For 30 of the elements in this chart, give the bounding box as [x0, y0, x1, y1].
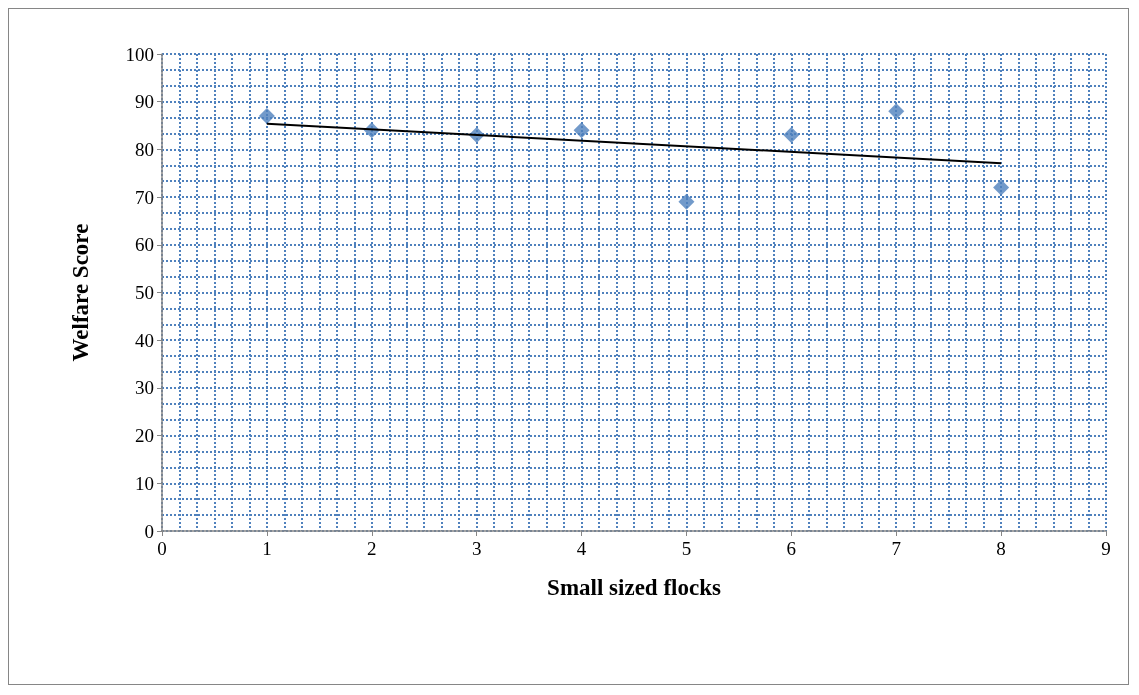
- x-tick-label: 1: [262, 538, 272, 559]
- x-tick-label: 6: [786, 538, 797, 559]
- x-tick-label: 8: [996, 538, 1006, 559]
- x-tick-label: 4: [576, 538, 587, 559]
- y-tick-label: 30: [135, 377, 154, 399]
- y-tick-label: 80: [135, 138, 154, 160]
- y-tick-label: 50: [135, 282, 154, 303]
- x-axis-title: Small sized flocks: [547, 575, 721, 600]
- x-tick-label: 2: [367, 538, 377, 559]
- x-tick-label: 9: [1101, 538, 1111, 559]
- x-tick-label: 7: [891, 538, 901, 559]
- y-tick-label: 70: [135, 186, 154, 208]
- x-tick-label: 0: [157, 538, 167, 559]
- y-tick-label: 60: [135, 234, 154, 256]
- point: [678, 193, 695, 210]
- point: [993, 179, 1010, 196]
- y-tick-label: 0: [144, 520, 154, 542]
- y-tick-label: 40: [135, 329, 154, 351]
- y-axis-title: Welfare Score: [68, 223, 93, 362]
- x-tick-label: 5: [681, 538, 692, 559]
- x-tick-label: 3: [471, 538, 482, 559]
- y-tick-label: 20: [135, 425, 154, 447]
- point: [888, 103, 905, 120]
- y-tick-label: 90: [135, 91, 154, 113]
- point: [573, 122, 590, 139]
- point: [783, 127, 800, 144]
- y-tick-label: 10: [135, 472, 154, 494]
- point: [258, 108, 275, 125]
- chart-frame: Welfare Score Small sized flocks 0 10 20 30 40 50 60 70 80 90 100 0 1 2 3 4 5 6 7 8 9: [8, 8, 1129, 685]
- y-tick-label: 100: [125, 43, 154, 65]
